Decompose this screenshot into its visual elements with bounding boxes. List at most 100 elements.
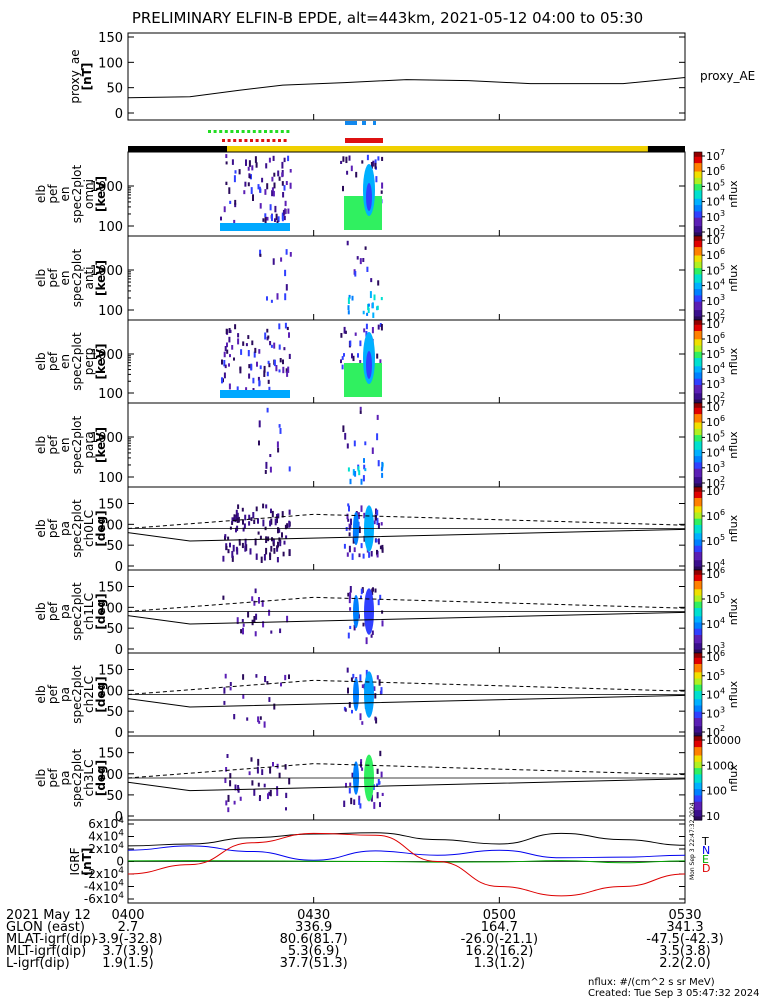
colorbar-seg (694, 653, 702, 656)
ytick-label-omni-1: 1000 (90, 180, 123, 195)
ytick-label-ch2-3: 150 (98, 664, 123, 679)
spectro-pixel (276, 786, 279, 790)
spectro-pixel (222, 595, 225, 600)
colorbar-seg (694, 344, 702, 348)
spectro-pixel (224, 673, 227, 679)
spectro-pixel (359, 360, 362, 365)
spectro-pixel (379, 750, 382, 757)
spectro-pixel (351, 772, 354, 778)
spectro-pixel (346, 170, 349, 175)
spectro-pixel (277, 541, 279, 548)
colorbar-seg (694, 484, 702, 488)
spectro-pixel (276, 789, 279, 796)
spectro-pixel (228, 383, 231, 390)
spectro-pixel (251, 165, 254, 171)
spectro-pixel (242, 694, 245, 699)
igrf-legend-D: D (702, 862, 710, 875)
colorbar-seg (694, 202, 702, 206)
spectro-pixel (260, 556, 263, 563)
colorbar-seg (694, 386, 702, 390)
spectro-pixel (283, 540, 286, 545)
spectro-pixel (254, 588, 257, 594)
marker-blue-0 (345, 121, 357, 125)
ylabel-ch0-1: pef (46, 518, 60, 538)
colorbar-seg (694, 229, 702, 233)
colorbar-unit-ch3: nflux (727, 764, 740, 792)
colorbar-seg (694, 455, 702, 459)
colorbar-seg (694, 599, 702, 602)
colorbar-seg (694, 396, 702, 400)
colorbar-seg (694, 417, 702, 421)
colorbar-frame-ch3 (693, 735, 703, 821)
xaxis-row-2-val-0: -3.9(-32.8) (93, 932, 162, 947)
spectro-pixel (361, 160, 364, 164)
spectro-pixel (237, 516, 240, 523)
colorbar-seg (694, 524, 702, 528)
colorbar-seg (694, 269, 702, 273)
spectro-pixel (354, 471, 357, 477)
losscone-dashed-ch2 (127, 679, 686, 695)
colorbar-seg (694, 700, 702, 704)
ylabel-para-3: spec2plot (70, 415, 84, 474)
igrf-line-N (127, 845, 686, 861)
colorbar-seg (694, 154, 702, 157)
spectro-pixel (349, 607, 352, 611)
colorbar-seg (694, 334, 702, 338)
colorbar-seg (694, 736, 702, 739)
colorbar-seg (694, 405, 702, 408)
colorbar-seg (694, 472, 702, 475)
colorbar-seg (694, 522, 702, 525)
spectro-pixel (261, 177, 264, 183)
colorbar-seg (694, 365, 702, 369)
spectro-pixel (371, 302, 374, 309)
colorbar-seg (694, 526, 702, 530)
spectro-pixel (361, 721, 364, 725)
spectro-para-band (258, 407, 291, 474)
colorbar-seg (694, 553, 702, 557)
colorbar-seg (694, 409, 702, 412)
colorbar-seg (694, 709, 702, 712)
colorbar-tick-label-para-4: 106 (706, 414, 725, 429)
spectro-pixel (281, 212, 284, 220)
ytick-label-para-0: 100 (98, 471, 123, 486)
colorbar-seg (694, 361, 702, 365)
xaxis-row-4-val-2: 1.3(1.2) (474, 956, 526, 971)
colorbar-unit-perp: nflux (727, 347, 740, 375)
spectro-pixel (349, 782, 352, 787)
marker-green-13 (280, 130, 284, 133)
spectro-pixel (367, 303, 370, 307)
colorbar-seg (694, 299, 702, 302)
spectro-pixel (281, 181, 284, 186)
spectro-pixel (225, 545, 228, 550)
spectro-pixel (376, 783, 379, 787)
spectro-pixel (263, 721, 266, 728)
spectro-pixel (277, 447, 280, 453)
colorbar-seg (694, 250, 702, 254)
colorbar-seg (694, 782, 702, 785)
spectro-pixel (269, 341, 272, 346)
colorbar-seg (694, 194, 702, 197)
colorbar-seg (694, 392, 702, 396)
spectro-pixel (366, 312, 369, 316)
spectro-pixel (351, 553, 354, 560)
ytick-label-ch3-0: 0 (115, 810, 123, 825)
colorbar-seg (694, 746, 702, 750)
colorbar-seg (694, 692, 702, 696)
spectro-pixel (227, 549, 230, 554)
spectro-pixel (285, 792, 288, 799)
spectro-pixel (381, 792, 384, 797)
ylabel-ch2-0: elb (34, 685, 48, 703)
spectro-pixel (221, 377, 223, 384)
colorbar-tick-label-anti-1: 103 (706, 293, 725, 308)
spectro-pixel (242, 674, 245, 680)
spectro-pixel (375, 539, 378, 543)
marker-red-4 (244, 139, 248, 142)
spectro-pixel (268, 386, 271, 394)
spectro-pixel (283, 157, 286, 163)
spectro-pixel (246, 717, 249, 721)
colorbar-seg (694, 534, 702, 538)
spectro-pixel (239, 796, 242, 801)
spectro-pixel (272, 762, 274, 767)
marker-blue-1 (362, 121, 366, 125)
